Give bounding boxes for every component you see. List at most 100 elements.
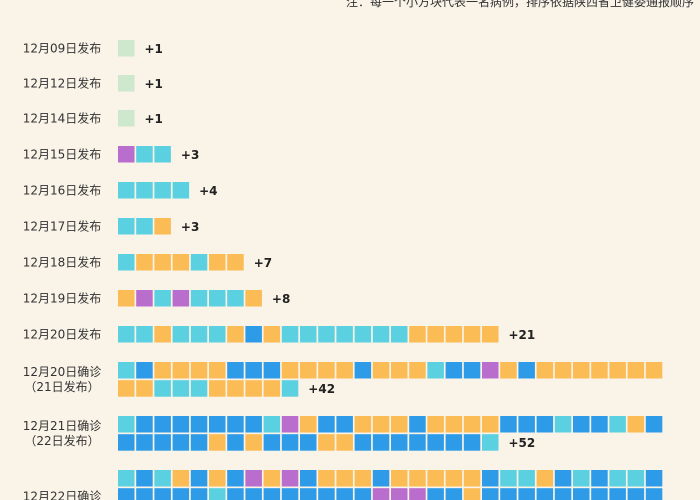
case-cell — [209, 290, 226, 307]
case-cell — [281, 380, 299, 397]
case-cell — [573, 416, 590, 433]
case-cell — [118, 434, 135, 451]
case-cell — [245, 362, 262, 379]
case-cell — [318, 488, 335, 500]
case-cell — [263, 326, 281, 343]
case-cell — [190, 434, 208, 451]
case-cell — [281, 470, 299, 487]
case-cell — [427, 470, 444, 487]
case-cell — [372, 362, 390, 379]
row-count-label: +1 — [145, 77, 163, 91]
case-cell — [391, 416, 408, 433]
row-count-label: +3 — [181, 220, 199, 234]
case-cell — [227, 488, 244, 500]
case-cell — [154, 362, 171, 379]
case-cell — [445, 416, 463, 433]
case-cell — [427, 488, 444, 500]
case-cell — [354, 362, 372, 379]
case-cell — [645, 488, 663, 500]
case-cell — [209, 434, 226, 451]
case-cell — [627, 488, 645, 500]
row-label: 12月16日发布 — [23, 182, 102, 197]
case-cell — [136, 488, 153, 500]
chart-note: 注：每一个小方块代表一名病例，排序依据陕西省卫健委通报顺序 — [345, 0, 694, 9]
case-cell — [118, 362, 135, 379]
case-cell — [445, 326, 463, 343]
case-cell — [482, 488, 499, 500]
case-cell — [154, 290, 171, 307]
case-cell — [172, 380, 190, 397]
case-cell — [245, 488, 262, 500]
case-cell — [518, 488, 535, 500]
case-cell — [154, 254, 171, 271]
case-cell — [154, 470, 171, 487]
case-cell — [391, 326, 408, 343]
row-label: 12月15日发布 — [23, 146, 102, 161]
case-cell — [627, 416, 645, 433]
case-cell — [172, 254, 190, 271]
case-cell — [209, 470, 226, 487]
case-cell — [336, 362, 353, 379]
case-cell — [609, 416, 626, 433]
case-cell — [627, 470, 645, 487]
case-cell — [263, 380, 281, 397]
case-cell — [154, 380, 171, 397]
case-cell — [645, 362, 663, 379]
case-cell — [536, 362, 554, 379]
case-cell — [281, 326, 299, 343]
case-cell — [372, 488, 390, 500]
case-cell — [445, 470, 463, 487]
case-cell — [190, 362, 208, 379]
case-cell — [536, 470, 554, 487]
case-cell — [209, 416, 226, 433]
case-cell — [136, 434, 153, 451]
case-cell — [482, 362, 499, 379]
case-cell — [118, 488, 135, 500]
case-cell — [500, 416, 517, 433]
case-cell — [427, 326, 444, 343]
case-cell — [209, 380, 226, 397]
case-cell — [300, 488, 317, 500]
case-cell — [354, 434, 372, 451]
case-cell — [609, 488, 626, 500]
case-cell — [536, 416, 554, 433]
case-cell — [136, 218, 153, 235]
case-cell — [300, 362, 317, 379]
case-cell — [391, 362, 408, 379]
case-cell — [573, 362, 590, 379]
case-cell — [118, 254, 135, 271]
case-cell — [190, 290, 208, 307]
case-cell — [463, 470, 481, 487]
case-cell — [281, 362, 299, 379]
case-cell — [154, 488, 171, 500]
case-cell — [518, 470, 535, 487]
case-cell — [372, 434, 390, 451]
row-label: 12月22日确诊 — [23, 489, 102, 500]
case-cell — [372, 470, 390, 487]
row-label: 12月14日发布 — [23, 110, 102, 125]
row-label: 12月19日发布 — [23, 290, 102, 305]
case-cell — [209, 254, 226, 271]
case-cell — [172, 416, 190, 433]
case-cell — [354, 326, 372, 343]
row-count-label: +3 — [181, 148, 199, 162]
case-cell — [372, 326, 390, 343]
row-count-label: +42 — [308, 382, 335, 396]
row-label: 12月12日发布 — [23, 75, 102, 90]
row-count-label: +8 — [272, 292, 290, 306]
case-cell — [227, 362, 244, 379]
case-cell — [482, 326, 499, 343]
case-cell — [318, 362, 335, 379]
case-cell — [463, 434, 481, 451]
case-cell — [118, 290, 135, 307]
case-cell — [118, 182, 135, 199]
case-cell — [318, 326, 335, 343]
case-cell — [391, 488, 408, 500]
row-label: 12月20日发布 — [23, 326, 102, 341]
case-cell — [172, 290, 190, 307]
row-label: 12月09日发布 — [23, 40, 102, 55]
case-cell — [482, 470, 499, 487]
case-cell — [281, 416, 299, 433]
case-cell — [227, 380, 244, 397]
